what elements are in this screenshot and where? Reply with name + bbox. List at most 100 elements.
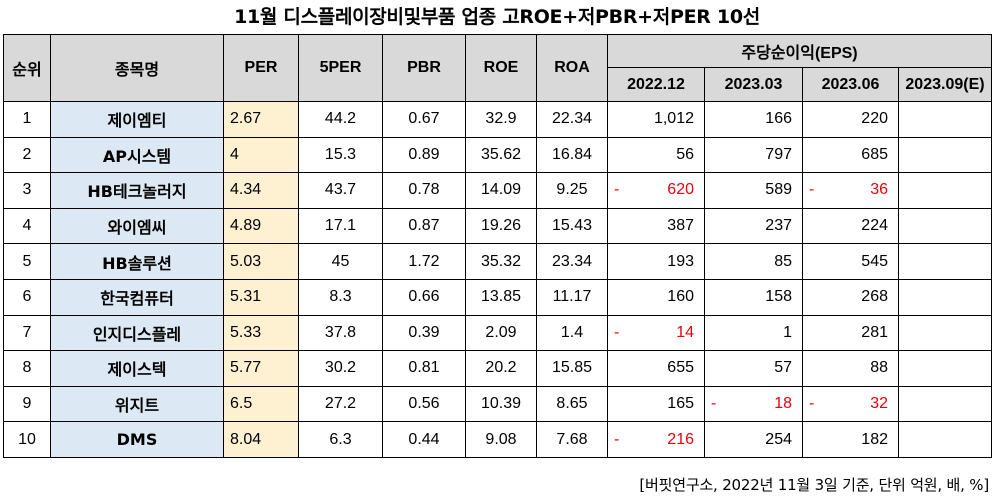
page-title: 11월 디스플레이장비및부품 업종 고ROE+저PBR+저PER 10선 <box>234 6 760 28</box>
roe-cell: 20.2 <box>465 350 537 387</box>
eps-value: 85 <box>774 252 792 270</box>
eps-cell: 220 <box>802 101 899 138</box>
eps-value: 56 <box>676 145 694 163</box>
eps-value: 182 <box>861 430 888 448</box>
eps-value: 158 <box>765 288 792 306</box>
eps-cell: 1,012 <box>607 101 705 138</box>
eps-cell: - 36 <box>802 172 899 209</box>
negative-sign: - <box>614 323 620 341</box>
5per-cell: 37.8 <box>298 314 383 352</box>
rank-cell: 10 <box>3 421 51 458</box>
eps-cell <box>898 101 992 138</box>
header-rank: 순위 <box>3 34 51 102</box>
5per-cell: 15.3 <box>298 136 383 174</box>
eps-value: 387 <box>667 217 694 235</box>
eps-value: 14 <box>676 323 694 341</box>
eps-cell: 281 <box>802 314 899 352</box>
header-eps-group: 주당순이익(EPS) <box>607 34 992 68</box>
eps-cell <box>898 350 992 387</box>
eps-cell: 797 <box>704 136 803 174</box>
eps-value: 620 <box>667 181 694 199</box>
stock-name-cell: 인지디스플레 <box>50 314 224 352</box>
per-cell: 5.31 <box>223 278 299 316</box>
roe-cell: 14.09 <box>465 172 537 209</box>
eps-cell: 182 <box>802 421 899 458</box>
stock-table: 순위 종목명 PER 5PER PBR ROE ROA 주당순이익(EPS) 2… <box>3 34 992 458</box>
eps-value: 57 <box>774 359 792 377</box>
rank-cell: 4 <box>3 207 51 245</box>
header-5per: 5PER <box>298 34 383 102</box>
eps-value <box>900 359 991 377</box>
eps-value: 220 <box>861 110 888 128</box>
stock-name-cell: AP시스템 <box>50 136 224 174</box>
eps-cell: - 18 <box>704 385 803 423</box>
eps-value <box>900 431 991 449</box>
stock-name-cell: DMS <box>50 421 224 458</box>
eps-cell: - 32 <box>802 385 899 423</box>
stock-name-cell: HB테크놀러지 <box>50 172 224 209</box>
eps-cell: 57 <box>704 350 803 387</box>
table-row: 6 한국컴퓨터 5.31 8.3 0.66 13.85 11.17 160 158 268 <box>3 278 992 316</box>
eps-value: 88 <box>870 359 888 377</box>
5per-cell: 43.7 <box>298 172 383 209</box>
negative-sign: - <box>711 395 717 413</box>
eps-value: 655 <box>667 359 694 377</box>
pbr-cell: 0.56 <box>382 385 466 423</box>
eps-cell <box>898 314 992 352</box>
eps-value: 589 <box>765 181 792 199</box>
eps-cell: - 620 <box>607 172 705 209</box>
eps-cell <box>898 385 992 423</box>
pbr-cell: 0.87 <box>382 207 466 245</box>
stock-name-cell: HB솔루션 <box>50 243 224 280</box>
pbr-cell: 0.39 <box>382 314 466 352</box>
eps-value: 18 <box>774 395 792 413</box>
rank-cell: 6 <box>3 278 51 316</box>
eps-value: 237 <box>765 217 792 235</box>
per-cell: 8.04 <box>223 421 299 458</box>
roa-cell: 1.4 <box>536 314 608 352</box>
table-row: 2 AP시스템 4 15.3 0.89 35.62 16.84 56 797 685 <box>3 136 992 174</box>
eps-value: 545 <box>861 252 888 270</box>
5per-cell: 45 <box>298 243 383 280</box>
eps-value: 1,012 <box>653 110 694 128</box>
roe-cell: 10.39 <box>465 385 537 423</box>
eps-cell <box>898 136 992 174</box>
eps-value <box>900 324 991 342</box>
roa-cell: 22.34 <box>536 101 608 138</box>
stock-name-cell: 와이엠씨 <box>50 207 224 245</box>
negative-sign: - <box>614 181 620 199</box>
eps-value <box>900 288 991 306</box>
eps-value: 193 <box>667 252 694 270</box>
per-cell: 4 <box>223 136 299 174</box>
5per-cell: 30.2 <box>298 350 383 387</box>
per-cell: 4.89 <box>223 207 299 245</box>
eps-value: 216 <box>667 430 694 448</box>
header-eps-period: 2023.09(E) <box>898 67 992 102</box>
per-cell: 4.34 <box>223 172 299 209</box>
eps-value: 797 <box>765 145 792 163</box>
pbr-cell: 0.81 <box>382 350 466 387</box>
eps-cell: 237 <box>704 207 803 245</box>
roe-cell: 19.26 <box>465 207 537 245</box>
eps-value <box>900 110 991 128</box>
eps-value <box>900 253 991 271</box>
eps-value: 32 <box>870 395 888 413</box>
rank-cell: 5 <box>3 243 51 280</box>
table-row: 10 DMS 8.04 6.3 0.44 9.08 7.68- 216 254 182 <box>3 421 992 458</box>
eps-value: 281 <box>861 323 888 341</box>
roa-cell: 7.68 <box>536 421 608 458</box>
rank-cell: 3 <box>3 172 51 209</box>
rank-cell: 9 <box>3 385 51 423</box>
rank-cell: 7 <box>3 314 51 352</box>
eps-value <box>900 181 991 199</box>
eps-value: 254 <box>765 430 792 448</box>
pbr-cell: 0.89 <box>382 136 466 174</box>
eps-cell: - 14 <box>607 314 705 352</box>
per-cell: 5.77 <box>223 350 299 387</box>
eps-cell <box>898 172 992 209</box>
roe-cell: 2.09 <box>465 314 537 352</box>
eps-cell <box>898 278 992 316</box>
roe-cell: 9.08 <box>465 421 537 458</box>
rank-cell: 2 <box>3 136 51 174</box>
